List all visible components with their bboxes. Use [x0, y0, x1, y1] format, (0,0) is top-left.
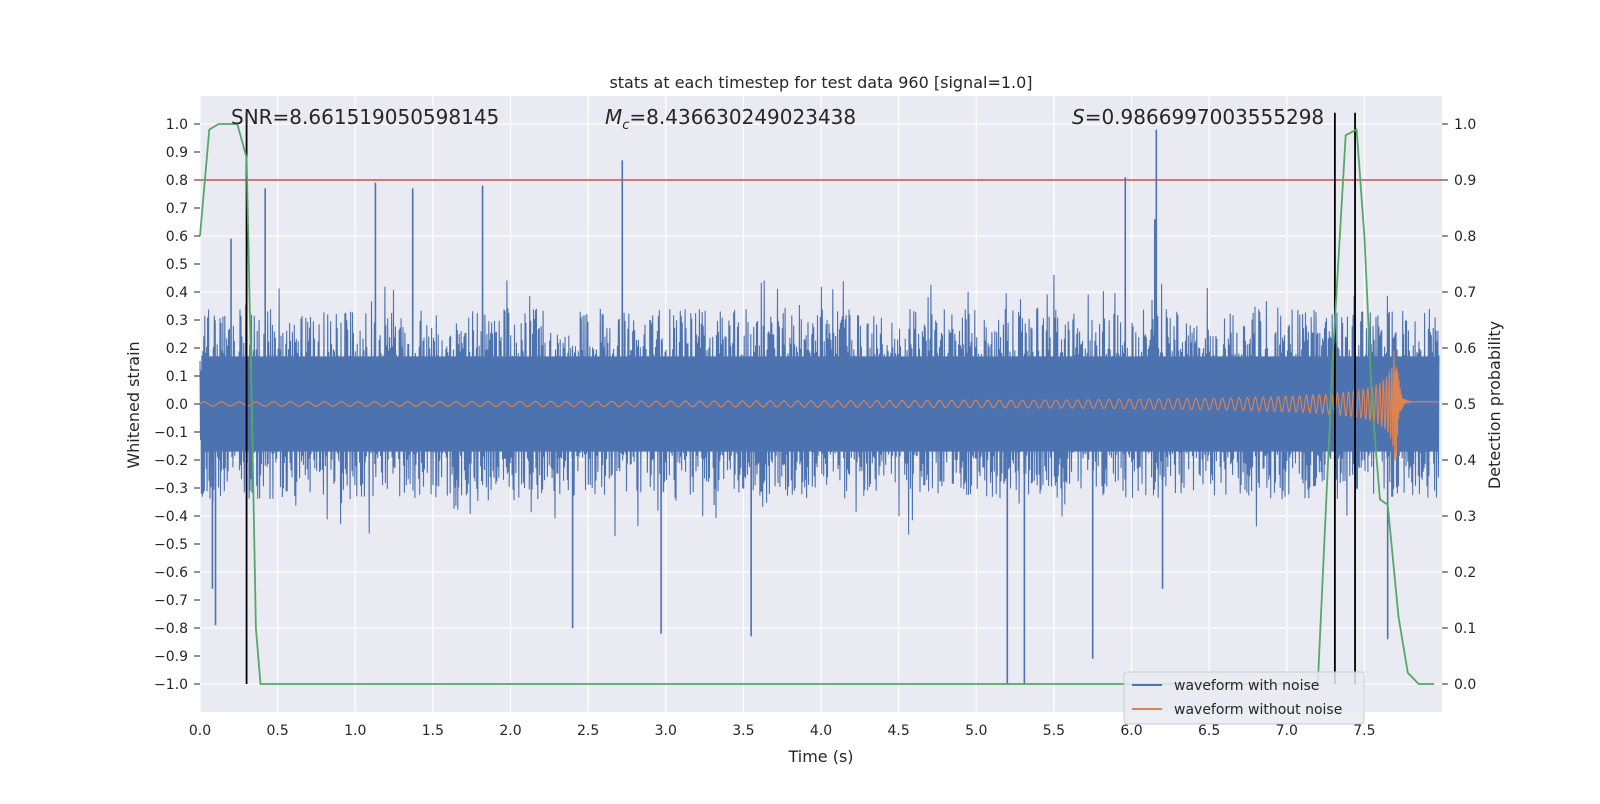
- y-ticks: 1.0 0.9 0.8 0.7 0.6 0.5 0.4 0.3 0.2 0.1 0.0 −0.1 −0.…: [154, 117, 200, 693]
- probability-trace: [199, 123, 1435, 685]
- x-tick-label: 5.5: [1043, 723, 1065, 739]
- y2-tick-label: 0.9: [1454, 173, 1476, 189]
- y-tick-label: 0.4: [166, 285, 188, 301]
- y-tick-label: −0.7: [154, 593, 188, 609]
- y2-tick-label: 0.4: [1454, 453, 1476, 469]
- y-tick-label: −0.3: [154, 481, 188, 497]
- s-annotation: S=0.9866997003555298: [1072, 105, 1324, 129]
- x-tick-label: 4.5: [887, 723, 909, 739]
- x-tick-label: 7.0: [1276, 723, 1298, 739]
- y-tick-label: 0.6: [166, 229, 188, 245]
- y-tick-label: −0.2: [154, 453, 188, 469]
- legend-label-noise: waveform with noise: [1174, 678, 1319, 694]
- y2-tick-label: 0.6: [1454, 341, 1476, 357]
- x-ticks: 0.0 0.5 1.0 1.5 2.0 2.5 3.0 3.5 4.0 4.5 5.0 5.5 6.0 6…: [189, 723, 1376, 739]
- y2-tick-label: 0.2: [1454, 565, 1476, 581]
- series-detection-probability: [199, 123, 1435, 685]
- y2-tick-label: 1.0: [1454, 117, 1476, 133]
- mc-annotation: Mc=8.436630249023438: [605, 105, 856, 133]
- y-tick-label: −0.1: [154, 425, 188, 441]
- y-tick-label: 0.9: [166, 145, 188, 161]
- y-tick-label: −0.8: [154, 621, 188, 637]
- x-tick-label: 0.5: [266, 723, 288, 739]
- y-tick-label: 0.0: [166, 397, 188, 413]
- y2-tick-label: 0.1: [1454, 621, 1476, 637]
- x-tick-label: 2.0: [499, 723, 521, 739]
- x-tick-label: 6.0: [1120, 723, 1142, 739]
- y-tick-label: 0.2: [166, 341, 188, 357]
- y-tick-label: −1.0: [154, 677, 188, 693]
- x-tick-label: 5.0: [965, 723, 987, 739]
- x-tick-label: 7.5: [1353, 723, 1375, 739]
- legend-label-clean: waveform without noise: [1174, 702, 1342, 718]
- x-tick-label: 4.0: [810, 723, 832, 739]
- legend-box: [1123, 671, 1365, 725]
- x-tick-label: 1.5: [422, 723, 444, 739]
- y-tick-label: 0.7: [166, 201, 188, 217]
- s-symbol: S: [1072, 105, 1085, 129]
- y-tick-label: 0.5: [166, 257, 188, 273]
- mc-symbol: M: [605, 105, 622, 129]
- y2-tick-label: 0.7: [1454, 285, 1476, 301]
- y2-axis-label: Detection probability: [1485, 321, 1504, 489]
- clean-trace: [199, 350, 1439, 461]
- y-tick-label: 0.8: [166, 173, 188, 189]
- chart-title: stats at each timestep for test data 960…: [609, 73, 1032, 92]
- y2-tick-label: 0.3: [1454, 509, 1476, 525]
- series-waveform-without-noise: [199, 350, 1439, 461]
- y-tick-label: −0.4: [154, 509, 188, 525]
- y2-ticks: 1.0 0.9 0.8 0.7 0.6 0.5 0.4 0.3 0.2 0.1 0.0: [1442, 117, 1476, 693]
- y-tick-label: −0.6: [154, 565, 188, 581]
- vertical-markers: [245, 112, 1356, 684]
- legend: waveform with noise waveform without noi…: [1123, 671, 1365, 725]
- y-tick-label: 0.3: [166, 313, 188, 329]
- mc-value: =8.436630249023438: [629, 105, 856, 129]
- x-tick-label: 3.0: [655, 723, 677, 739]
- x-axis-label: Time (s): [787, 747, 853, 766]
- mc-subscript: c: [622, 118, 629, 133]
- x-tick-label: 6.5: [1198, 723, 1220, 739]
- snr-annotation: SNR=8.661519050598145: [231, 105, 499, 129]
- y-tick-label: 1.0: [166, 117, 188, 133]
- y-axis-label: Whitened strain: [124, 341, 143, 468]
- x-tick-label: 3.5: [732, 723, 754, 739]
- y-tick-label: 0.1: [166, 369, 188, 385]
- y-tick-label: −0.5: [154, 537, 188, 553]
- x-tick-label: 2.5: [577, 723, 599, 739]
- y-tick-label: −0.9: [154, 649, 188, 665]
- x-tick-label: 1.0: [344, 723, 366, 739]
- s-value: =0.9866997003555298: [1085, 105, 1324, 129]
- y2-tick-label: 0.8: [1454, 229, 1476, 245]
- x-tick-label: 0.0: [189, 723, 211, 739]
- y2-tick-label: 0.5: [1454, 397, 1476, 413]
- y2-tick-label: 0.0: [1454, 677, 1476, 693]
